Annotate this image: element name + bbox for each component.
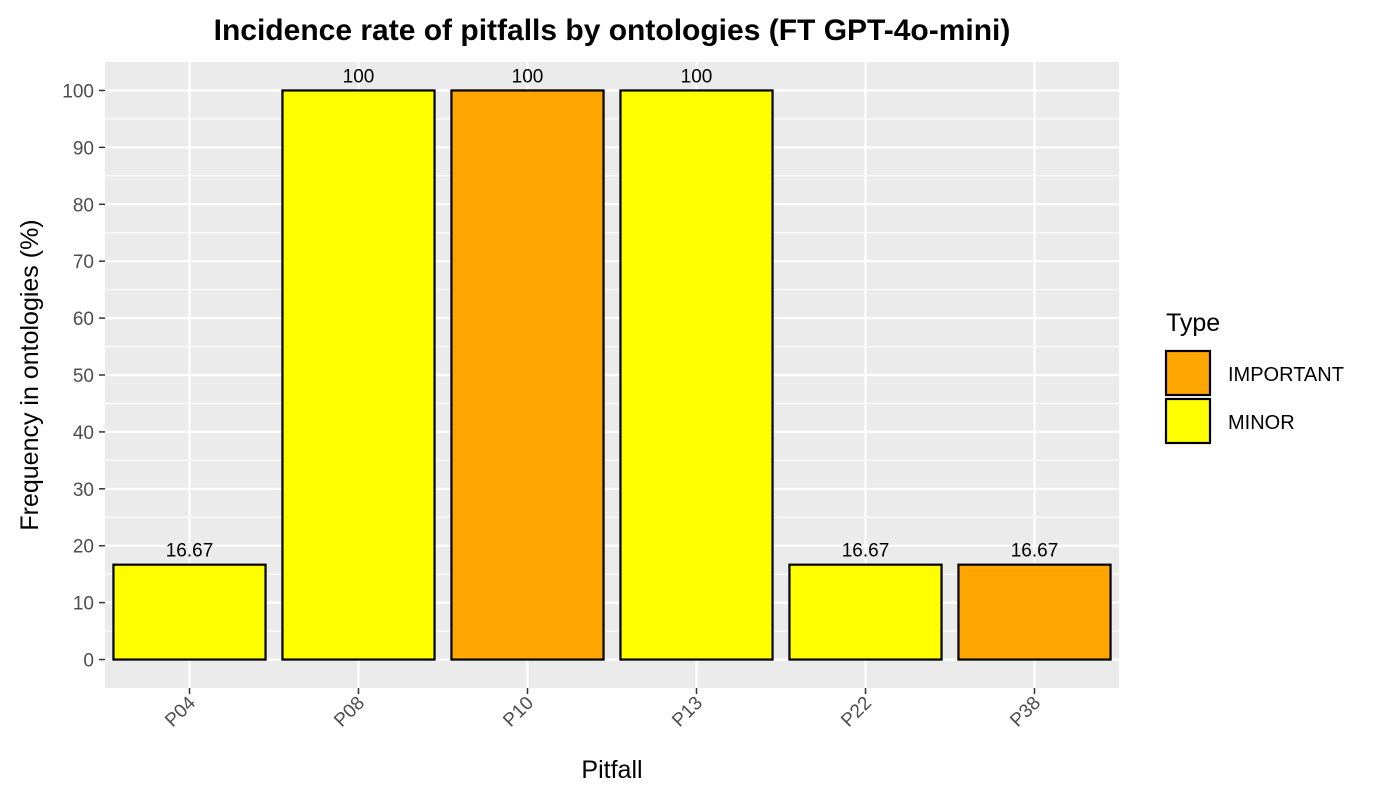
- x-tick-label-p10: P10: [499, 693, 538, 732]
- legend-label-minor: MINOR: [1228, 412, 1295, 434]
- data-labels: 16.67 100 100 100 16.67 16.67: [166, 66, 1059, 561]
- x-tick-label-p38: P38: [1006, 693, 1045, 732]
- x-axis: P04 P08 P10 P13 P22 P38: [161, 688, 1045, 731]
- y-tick-label: 40: [73, 423, 94, 444]
- y-tick-label: 100: [62, 81, 94, 102]
- bar-p13: [619, 89, 774, 661]
- y-tick-label: 80: [73, 195, 94, 216]
- x-tick-label-p04: P04: [161, 692, 200, 731]
- data-label-p08: 100: [343, 66, 375, 87]
- data-label-p22: 16.67: [842, 541, 890, 562]
- y-tick-label: 10: [73, 594, 94, 615]
- data-label-p10: 100: [512, 66, 544, 87]
- data-label-p38: 16.67: [1011, 541, 1059, 562]
- bar-p08: [281, 89, 436, 661]
- y-tick-label: 20: [73, 537, 94, 558]
- y-tick-label: 30: [73, 480, 94, 501]
- legend-key-minor: [1164, 397, 1212, 445]
- x-tick-label-p22: P22: [837, 693, 876, 732]
- y-tick-label: 0: [83, 651, 94, 672]
- bar-p22: [788, 563, 943, 661]
- y-tick-label: 90: [73, 138, 94, 159]
- bar-p10: [450, 89, 605, 661]
- data-label-p13: 100: [681, 66, 713, 87]
- data-label-p04: 16.67: [166, 541, 214, 562]
- y-tick-label: 60: [73, 309, 94, 330]
- bar-p04: [112, 563, 267, 661]
- x-tick-label-p13: P13: [668, 693, 707, 732]
- y-axis-title: Frequency in ontologies (%): [16, 219, 44, 530]
- grid-lines: [105, 62, 1119, 688]
- legend-key-important: [1164, 349, 1212, 397]
- y-tick-label: 50: [73, 366, 94, 387]
- y-tick-label: 70: [73, 252, 94, 273]
- chart-title: Incidence rate of pitfalls by ontologies…: [214, 14, 1011, 47]
- bars: [112, 89, 1112, 661]
- y-axis: 0 10 20 30 40 50 60 70 80 90 100: [62, 81, 105, 672]
- legend: Type IMPORTANT MINOR: [1164, 309, 1344, 445]
- legend-label-important: IMPORTANT: [1228, 364, 1344, 386]
- x-tick-label-p08: P08: [330, 693, 369, 732]
- x-axis-title: Pitfall: [581, 756, 642, 784]
- legend-title: Type: [1166, 309, 1220, 337]
- bar-p38: [957, 563, 1112, 661]
